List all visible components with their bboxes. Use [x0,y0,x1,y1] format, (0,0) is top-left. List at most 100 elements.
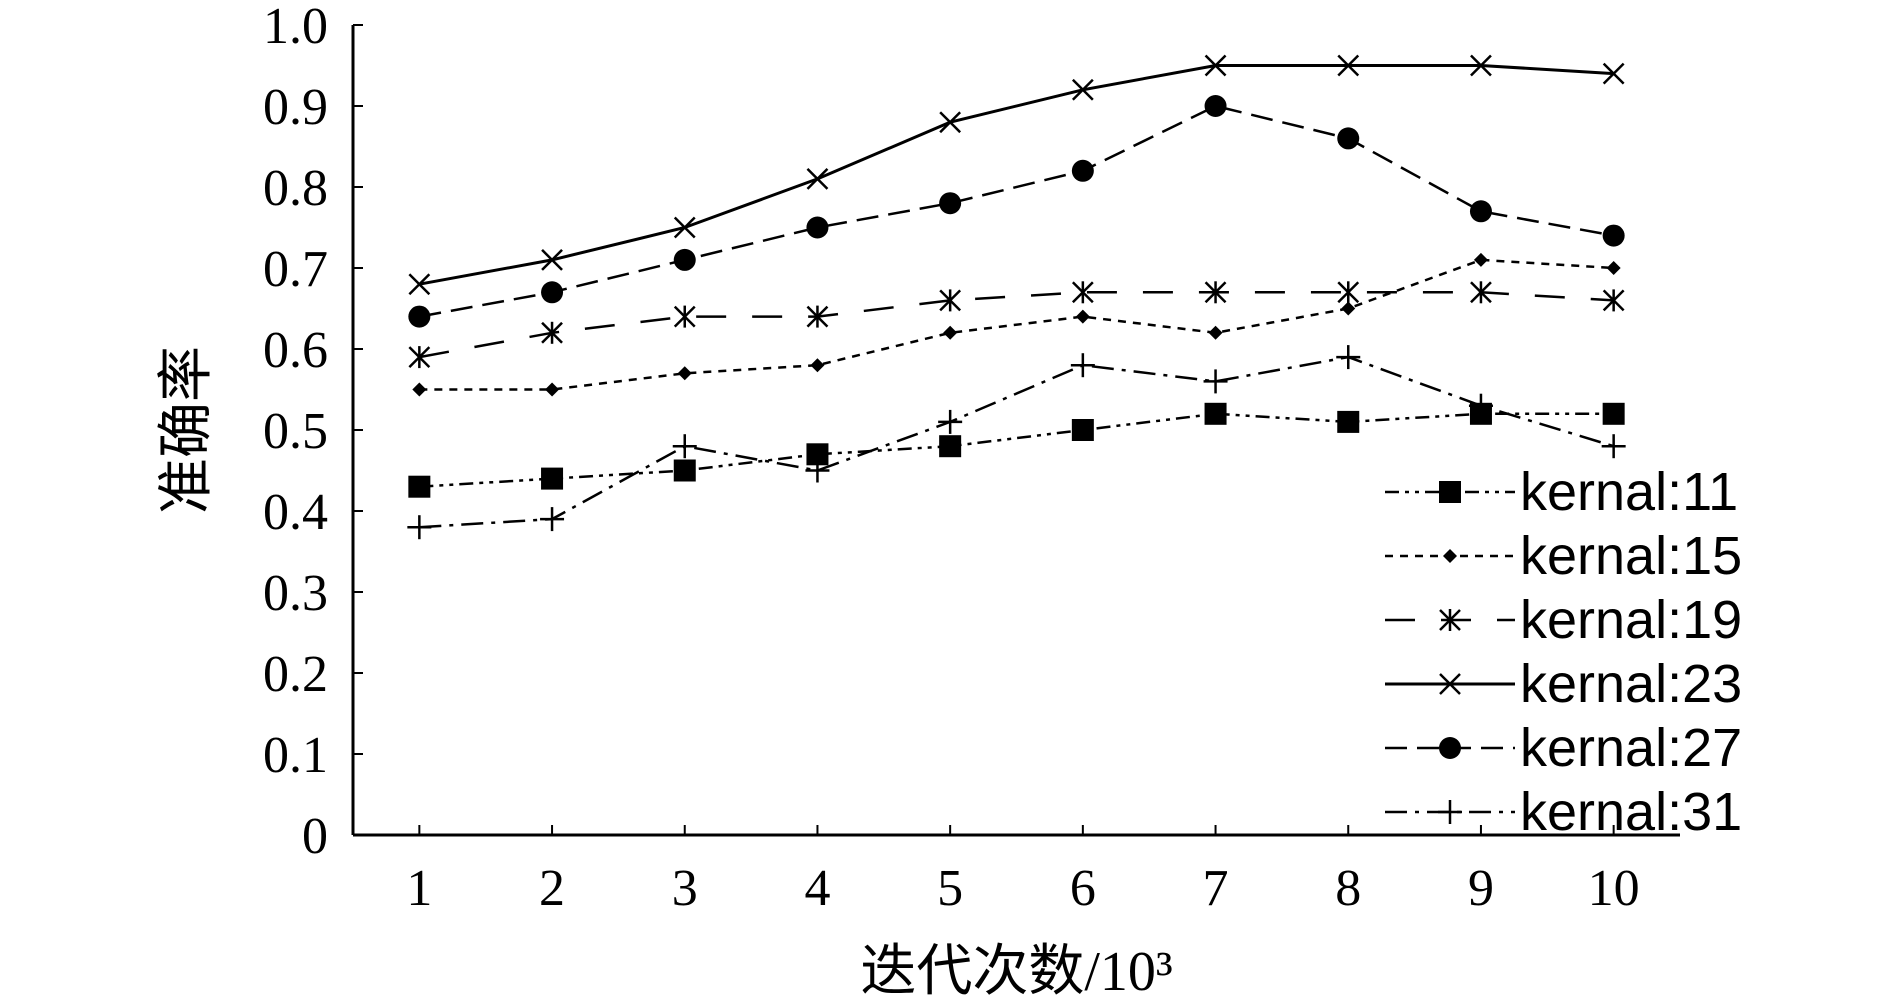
data-point-kernal-19 [806,305,829,328]
y-tick-label: 0.6 [263,322,328,379]
axes [351,25,1680,837]
series-line-kernal-15 [419,258,1614,391]
legend-item-kernal-23: kernal:23 [1385,654,1742,714]
data-point-kernal-11 [408,475,431,498]
y-tick-label: 0.9 [263,79,328,136]
legend-marker [1443,549,1457,563]
legend-marker [1439,737,1461,759]
legend-label: kernal:15 [1520,526,1742,586]
series-line-kernal-27 [419,104,1614,318]
data-point-kernal-23 [1337,54,1360,77]
x-ticks: 1 2 3 4 5 6 7 8 9 10 [406,825,1640,917]
x-axis-title: 迭代次数/10³ [860,941,1172,1003]
legend-label: kernal:23 [1520,654,1742,714]
data-point-kernal-15 [1606,261,1621,275]
data-point-kernal-27 [541,281,564,304]
data-point-kernal-31 [1336,345,1361,370]
x-tick-label: 3 [672,860,698,917]
legend-label: kernal:19 [1520,590,1742,650]
legend-item-kernal-27: kernal:27 [1385,718,1742,778]
legend: kernal:11kernal:15kernal:19kernal:23kern… [1385,462,1742,842]
data-point-kernal-11 [673,459,696,482]
data-point-kernal-31 [1203,369,1228,394]
series-kernal-19 [408,281,1625,369]
data-point-kernal-15 [1473,252,1488,267]
data-point-kernal-27 [1469,200,1492,223]
data-point-kernal-27 [1602,224,1625,247]
legend-marker [1438,800,1462,824]
data-point-kernal-23 [939,111,962,134]
data-point-kernal-15 [1208,325,1223,340]
x-tick-label: 7 [1203,860,1229,917]
x-tick-label: 8 [1335,860,1361,917]
legend-item-kernal-31: kernal:31 [1385,782,1742,842]
legend-label: kernal:31 [1520,782,1742,842]
x-tick-label: 9 [1468,860,1494,917]
data-point-kernal-19 [673,305,696,328]
data-point-kernal-19 [1071,281,1094,304]
series-lines [407,54,1626,540]
data-point-kernal-31 [938,409,963,434]
data-point-kernal-31 [1468,393,1493,418]
data-point-kernal-23 [806,168,829,190]
series-kernal-11 [408,402,1625,498]
legend-label: kernal:11 [1520,462,1738,522]
legend-marker [1439,481,1461,503]
data-point-kernal-23 [1602,62,1625,85]
data-point-kernal-15 [943,325,958,340]
data-point-kernal-15 [1075,309,1090,324]
x-tick-label: 1 [406,860,432,917]
data-point-kernal-27 [806,216,829,239]
data-point-kernal-31 [805,458,830,483]
data-point-kernal-15 [545,382,560,397]
y-tick-label: 1.0 [263,0,328,55]
data-point-kernal-15 [412,382,427,397]
data-point-kernal-27 [673,248,696,271]
data-point-kernal-23 [1071,78,1094,101]
data-point-kernal-27 [408,305,431,328]
data-point-kernal-27 [1204,95,1227,117]
data-point-kernal-19 [1602,289,1625,312]
data-point-kernal-11 [1337,410,1360,433]
series-kernal-15 [412,252,1621,397]
y-tick-label: 0.2 [263,646,328,703]
y-tick-label: 0.7 [263,241,328,298]
x-tick-label: 6 [1070,860,1096,917]
data-point-kernal-31 [672,434,697,459]
data-point-kernal-11 [806,443,829,466]
data-point-kernal-31 [1070,353,1095,378]
data-point-kernal-11 [1071,419,1094,441]
data-point-kernal-31 [540,507,565,532]
data-point-kernal-19 [939,289,962,312]
data-point-kernal-31 [1601,434,1626,459]
data-point-kernal-15 [810,358,825,373]
y-tick-label: 0 [302,808,328,865]
data-point-kernal-19 [541,321,563,344]
y-tick-label: 0.3 [263,565,328,622]
series-line-kernal-31 [419,355,1615,529]
legend-item-kernal-15: kernal:15 [1385,526,1742,586]
data-point-kernal-19 [1204,281,1227,304]
y-axis-title: 准确率 [156,346,218,514]
data-point-kernal-15 [677,366,692,381]
x-tick-label: 2 [539,860,565,917]
data-point-kernal-11 [541,467,564,490]
series-kernal-31 [407,345,1626,540]
legend-label: kernal:27 [1520,718,1742,778]
x-tick-label: 5 [937,860,963,917]
x-tick-label: 10 [1588,860,1640,917]
series-line-kernal-23 [419,64,1614,286]
legend-item-kernal-11: kernal:11 [1385,462,1738,522]
data-point-kernal-15 [1341,301,1356,316]
y-tick-label: 0.8 [263,160,328,217]
legend-marker [1439,609,1461,631]
data-point-kernal-27 [1071,159,1094,182]
y-tick-label: 0.4 [263,484,328,541]
data-point-kernal-23 [1470,54,1492,77]
x-tick-label: 4 [804,860,830,917]
y-ticks: 0 0.1 0.2 0.3 0.4 0.5 0.6 0.7 0.8 0.9 1.0 [263,0,363,865]
data-point-kernal-19 [1470,281,1492,304]
data-point-kernal-31 [407,515,432,540]
series-kernal-23 [408,54,1625,296]
